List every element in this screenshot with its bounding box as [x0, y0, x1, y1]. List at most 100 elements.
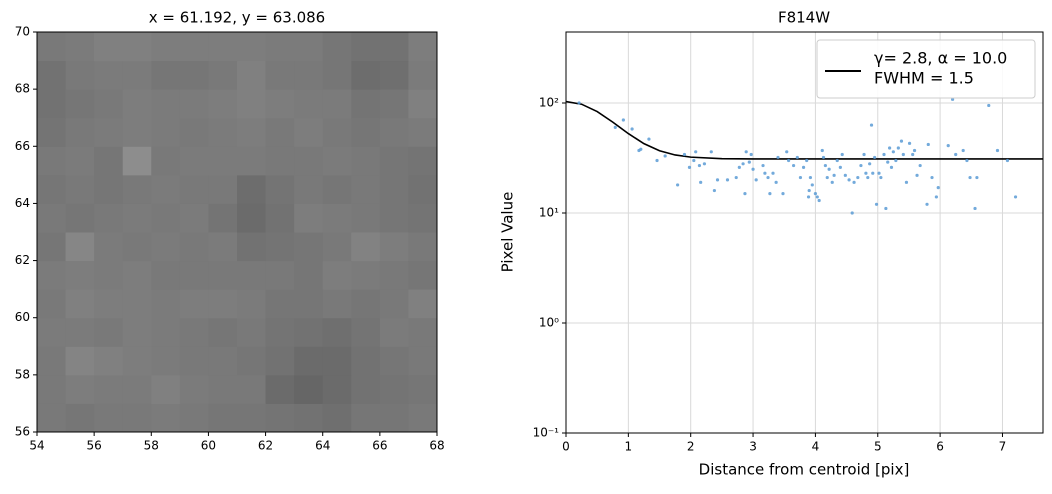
- pixel: [94, 117, 124, 147]
- pixel: [179, 117, 209, 147]
- data-point: [965, 158, 969, 163]
- data-point: [926, 142, 930, 147]
- data-point: [734, 175, 738, 180]
- legend-label: γ= 2.8, α = 10.0: [874, 49, 1007, 68]
- data-point: [823, 163, 827, 168]
- pixel: [265, 403, 295, 433]
- data-point: [879, 175, 883, 180]
- pixel: [208, 60, 238, 90]
- pixel: [94, 146, 124, 176]
- data-point: [869, 123, 874, 127]
- data-point: [805, 158, 809, 163]
- pixel: [65, 89, 95, 119]
- data-point: [856, 175, 860, 180]
- pixel: [208, 403, 238, 433]
- pixel: [65, 374, 95, 404]
- pixel: [65, 32, 95, 62]
- data-point: [743, 192, 747, 196]
- y-tick-label: 10¹: [539, 205, 559, 219]
- data-point: [781, 192, 785, 196]
- pixel: [408, 174, 438, 204]
- pixel: [351, 146, 381, 176]
- data-point: [676, 183, 680, 187]
- x-tick-label: 0: [562, 440, 570, 454]
- x-tick-label: 6: [936, 440, 944, 454]
- data-point: [754, 178, 758, 182]
- data-point: [995, 148, 1000, 153]
- pixel: [322, 146, 352, 176]
- pixel: [122, 346, 152, 376]
- pixel: [379, 317, 409, 347]
- pixel: [94, 60, 124, 90]
- pixel: [408, 232, 438, 262]
- data-point: [702, 162, 707, 166]
- pixel: [237, 60, 267, 90]
- data-point: [961, 148, 965, 153]
- data-point: [1005, 158, 1010, 163]
- fit-line: [565, 100, 1043, 160]
- pixel: [37, 317, 67, 347]
- data-point: [827, 167, 831, 171]
- x-tick-label: 58: [144, 439, 159, 453]
- data-point: [801, 165, 806, 169]
- pixel: [294, 146, 324, 176]
- pixel: [37, 232, 67, 262]
- data-point: [795, 155, 799, 160]
- pixel: [151, 403, 181, 433]
- pixel: [94, 289, 124, 319]
- legend-label: FWHM = 1.5: [874, 69, 974, 88]
- data-point: [871, 171, 875, 175]
- pixel: [179, 403, 209, 433]
- pixel: [408, 346, 438, 376]
- pixel: [351, 174, 381, 204]
- pixel: [379, 146, 409, 176]
- data-point: [847, 178, 851, 182]
- data-point: [936, 186, 940, 190]
- data-point: [821, 155, 826, 160]
- pixel: [94, 260, 124, 290]
- pixel: [151, 89, 181, 119]
- data-point: [741, 162, 745, 166]
- data-point: [737, 165, 741, 169]
- axes-frame: [36, 31, 438, 433]
- data-point: [621, 118, 625, 122]
- pixel: [408, 146, 438, 176]
- pixel: [37, 289, 67, 319]
- pixel: [37, 174, 67, 204]
- y-tick-label: 10²: [539, 95, 559, 109]
- data-point: [807, 188, 811, 193]
- data-point: [850, 211, 854, 215]
- pixel: [208, 89, 238, 119]
- pixel: [94, 317, 124, 347]
- pixel: [351, 289, 381, 319]
- pixel: [351, 117, 381, 147]
- pixel: [379, 260, 409, 290]
- pixel: [294, 89, 324, 119]
- pixel: [408, 317, 438, 347]
- y-tick-label: 58: [15, 367, 30, 381]
- data-point: [843, 173, 847, 177]
- pixel: [379, 232, 409, 262]
- data-point: [873, 155, 877, 160]
- pixel: [208, 174, 238, 204]
- pixel: [65, 203, 95, 233]
- data-point: [655, 158, 659, 163]
- pixel: [237, 174, 267, 204]
- pixel: [265, 60, 295, 90]
- y-tick-label: 60: [15, 310, 30, 324]
- pixel: [208, 374, 238, 404]
- pixel: [237, 289, 267, 319]
- pixel: [265, 232, 295, 262]
- pixel: [65, 232, 95, 262]
- pixel: [151, 289, 181, 319]
- data-point: [682, 152, 687, 157]
- pixel: [94, 374, 124, 404]
- data-point: [884, 206, 888, 211]
- pixel: [294, 232, 324, 262]
- chart-title: x = 61.192, y = 63.086: [149, 9, 325, 27]
- data-point: [817, 198, 821, 203]
- data-point: [774, 180, 778, 184]
- data-point: [613, 125, 617, 130]
- pixel: [122, 260, 152, 290]
- data-point: [813, 192, 818, 196]
